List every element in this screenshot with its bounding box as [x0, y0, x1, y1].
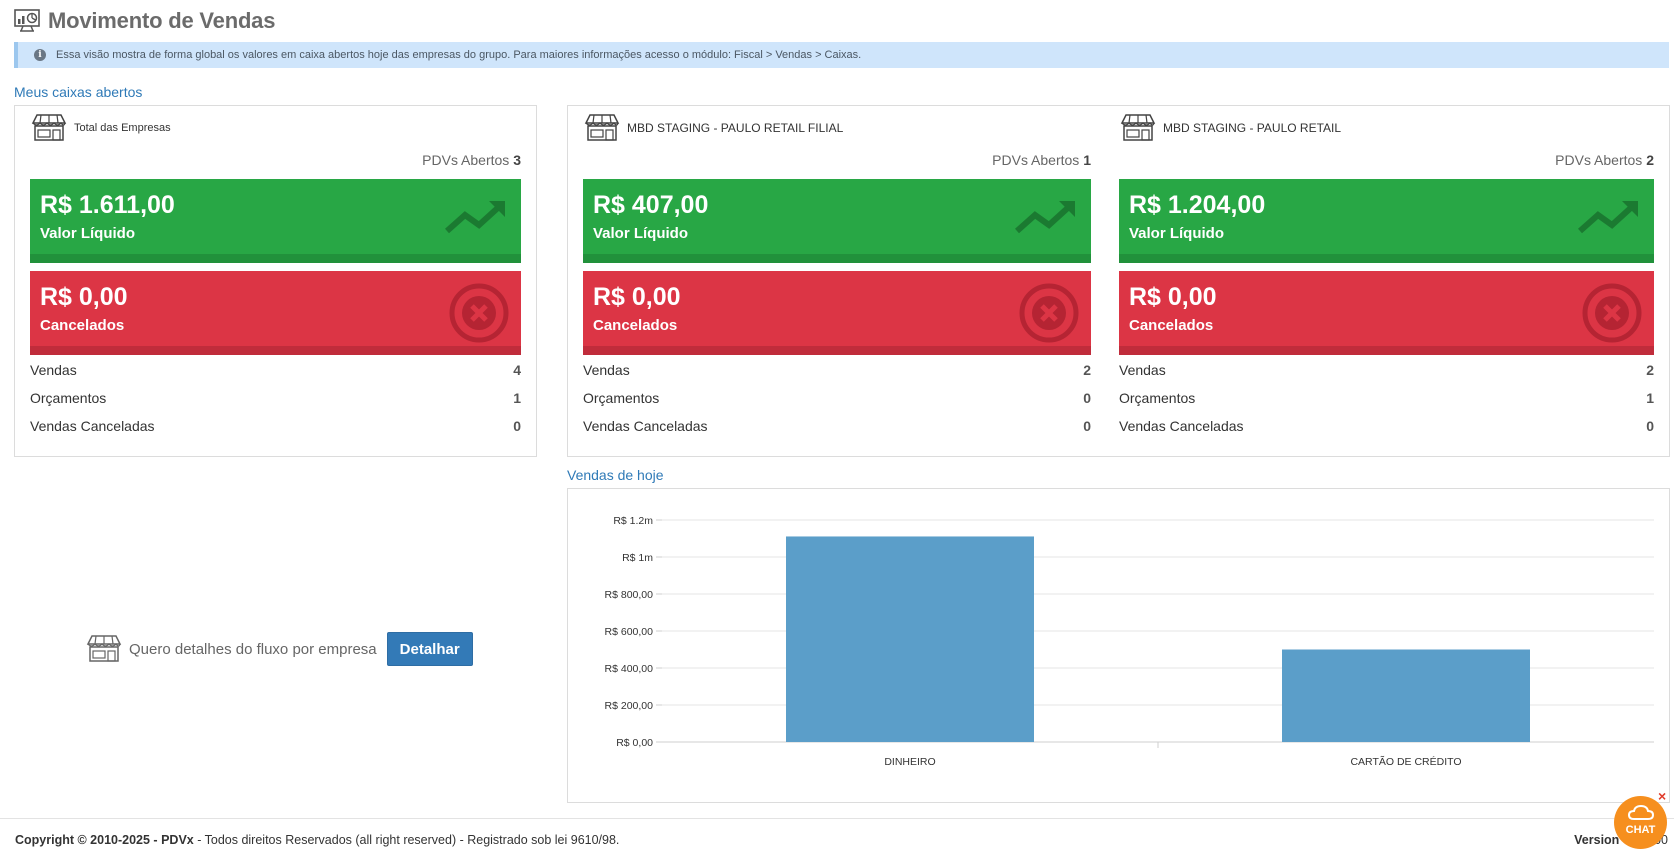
- valor-liquido-label: Valor Líquido: [1129, 225, 1225, 242]
- section-title-vendas-hoje: Vendas de hoje: [567, 467, 664, 483]
- sales-bar-chart: R$ 0,00 R$ 200,00 R$ 400,00 R$ 600,00 R$ 800…: [605, 515, 1654, 768]
- pdv-count: PDVs Abertos 2: [1555, 152, 1654, 168]
- store-name: MBD STAGING - PAULO RETAIL FILIAL: [627, 121, 844, 135]
- chat-cloud-icon: [1627, 804, 1654, 820]
- store-name: MBD STAGING - PAULO RETAIL: [1163, 121, 1342, 135]
- cancelados-amount: R$ 0,00: [593, 283, 681, 311]
- cancel-circle-icon: [1019, 283, 1079, 343]
- bar: [1282, 649, 1530, 742]
- stat-row: Vendas Canceladas 0: [1119, 418, 1654, 434]
- cancelados-tile: R$ 0,00 Cancelados: [583, 271, 1091, 355]
- valor-liquido-amount: R$ 407,00: [593, 191, 709, 219]
- store-icon: [584, 114, 620, 141]
- valor-liquido-tile: R$ 1.611,00 Valor Líquido: [30, 179, 521, 263]
- trend-up-icon: [1578, 201, 1638, 234]
- trend-up-icon: [1015, 201, 1075, 234]
- cancelados-tile: R$ 0,00 Cancelados: [1119, 271, 1654, 355]
- x-tick-label: CARTÃO DE CRÉDITO: [1350, 755, 1461, 768]
- cancelados-label: Cancelados: [40, 317, 125, 334]
- footer: Copyright © 2010-2025 - PDVx - Todos dir…: [0, 818, 1674, 849]
- chat-label: CHAT: [1625, 824, 1656, 836]
- bar: [786, 536, 1034, 742]
- detail-text: Quero detalhes do fluxo por empresa: [129, 640, 377, 658]
- store-card-filial: MBD STAGING - PAULO RETAIL FILIAL PDVs A…: [583, 113, 1091, 453]
- section-title-caixas: Meus caixas abertos: [14, 84, 143, 100]
- cancelados-tile: R$ 0,00 Cancelados: [30, 271, 521, 355]
- chat-widget[interactable]: CHAT: [1614, 796, 1667, 849]
- stat-row: Orçamentos 0: [583, 390, 1091, 406]
- store-header: Total das Empresas: [30, 113, 171, 143]
- stat-row: Orçamentos 1: [1119, 390, 1654, 406]
- monitor-chart-icon: [14, 9, 40, 32]
- store-header: MBD STAGING - PAULO RETAIL FILIAL: [583, 113, 843, 143]
- stat-row: Vendas 4: [30, 362, 521, 378]
- cancelados-amount: R$ 0,00: [40, 283, 128, 311]
- cancelados-amount: R$ 0,00: [1129, 283, 1217, 311]
- cancelados-label: Cancelados: [1129, 317, 1214, 334]
- store-icon: [86, 635, 122, 662]
- y-tick-label: R$ 1.2m: [613, 515, 653, 527]
- info-banner: i Essa visão mostra de forma global os v…: [14, 42, 1669, 68]
- page-header: Movimento de Vendas: [14, 6, 275, 36]
- page-title: Movimento de Vendas: [48, 8, 276, 33]
- valor-liquido-amount: R$ 1.611,00: [40, 191, 175, 219]
- y-tick-label: R$ 400,00: [605, 663, 654, 675]
- pdv-count: PDVs Abertos 1: [992, 152, 1091, 168]
- stat-row: Vendas 2: [1119, 362, 1654, 378]
- stat-row: Vendas Canceladas 0: [583, 418, 1091, 434]
- stat-row: Orçamentos 1: [30, 390, 521, 406]
- close-icon[interactable]: ×: [1658, 788, 1667, 804]
- store-name: Total das Empresas: [74, 122, 171, 134]
- valor-liquido-tile: R$ 1.204,00 Valor Líquido: [1119, 179, 1654, 263]
- y-tick-label: R$ 1m: [622, 552, 653, 564]
- chart-panel: R$ 0,00 R$ 200,00 R$ 400,00 R$ 600,00 R$ 800…: [567, 488, 1670, 803]
- copyright-text: Copyright © 2010-2025 - PDVx - Todos dir…: [15, 833, 620, 847]
- valor-liquido-amount: R$ 1.204,00: [1129, 191, 1266, 219]
- valor-liquido-tile: R$ 407,00 Valor Líquido: [583, 179, 1091, 263]
- valor-liquido-label: Valor Líquido: [40, 225, 136, 242]
- pdv-count: PDVs Abertos 3: [422, 152, 521, 168]
- cancel-circle-icon: [449, 283, 509, 343]
- info-icon: i: [34, 49, 46, 61]
- y-tick-label: R$ 600,00: [605, 626, 654, 638]
- valor-liquido-label: Valor Líquido: [593, 225, 689, 242]
- cancel-circle-icon: [1582, 283, 1642, 343]
- store-header: MBD STAGING - PAULO RETAIL: [1119, 113, 1341, 143]
- detalhar-button[interactable]: Detalhar: [386, 632, 473, 666]
- stat-row: Vendas 2: [583, 362, 1091, 378]
- y-tick-label: R$ 800,00: [605, 589, 654, 601]
- trend-up-icon: [445, 201, 505, 234]
- info-text: Essa visão mostra de forma global os val…: [56, 49, 862, 61]
- detail-row: Quero detalhes do fluxo por empresa Deta…: [85, 632, 473, 666]
- cancelados-label: Cancelados: [593, 317, 678, 334]
- y-tick-label: R$ 0,00: [616, 737, 653, 749]
- store-icon: [31, 114, 67, 141]
- store-icon: [1120, 114, 1156, 141]
- store-card-retail: MBD STAGING - PAULO RETAIL PDVs Abertos …: [1119, 113, 1654, 453]
- store-card-total: Total das Empresas PDVs Abertos 3 R$ 1.6…: [30, 113, 521, 453]
- stat-row: Vendas Canceladas 0: [30, 418, 521, 434]
- y-tick-label: R$ 200,00: [605, 700, 654, 712]
- x-tick-label: DINHEIRO: [884, 756, 935, 768]
